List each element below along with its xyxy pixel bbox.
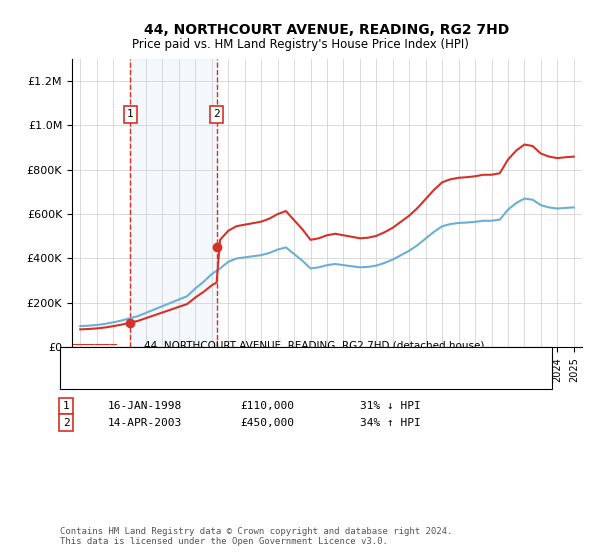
Title: 44, NORTHCOURT AVENUE, READING, RG2 7HD: 44, NORTHCOURT AVENUE, READING, RG2 7HD (145, 23, 509, 37)
Bar (130, 59, 217, 347)
Text: ──────: ────── (72, 339, 117, 352)
Text: 16-JAN-1998: 16-JAN-1998 (108, 401, 182, 411)
Text: Contains HM Land Registry data © Crown copyright and database right 2024.
This d: Contains HM Land Registry data © Crown c… (60, 526, 452, 546)
Text: HPI: Average price, detached house, Reading: HPI: Average price, detached house, Read… (144, 353, 379, 363)
Text: £450,000: £450,000 (240, 418, 294, 428)
Text: ──────: ────── (72, 352, 117, 365)
Text: 31% ↓ HPI: 31% ↓ HPI (360, 401, 421, 411)
Text: 1: 1 (127, 109, 134, 119)
Text: Price paid vs. HM Land Registry's House Price Index (HPI): Price paid vs. HM Land Registry's House … (131, 38, 469, 50)
Text: 44, NORTHCOURT AVENUE, READING, RG2 7HD (detached house): 44, NORTHCOURT AVENUE, READING, RG2 7HD … (144, 340, 484, 351)
Text: 34% ↑ HPI: 34% ↑ HPI (360, 418, 421, 428)
Text: 2: 2 (213, 109, 220, 119)
Text: 2: 2 (62, 418, 70, 428)
Text: £110,000: £110,000 (240, 401, 294, 411)
Text: 14-APR-2003: 14-APR-2003 (108, 418, 182, 428)
Text: 1: 1 (62, 401, 70, 411)
